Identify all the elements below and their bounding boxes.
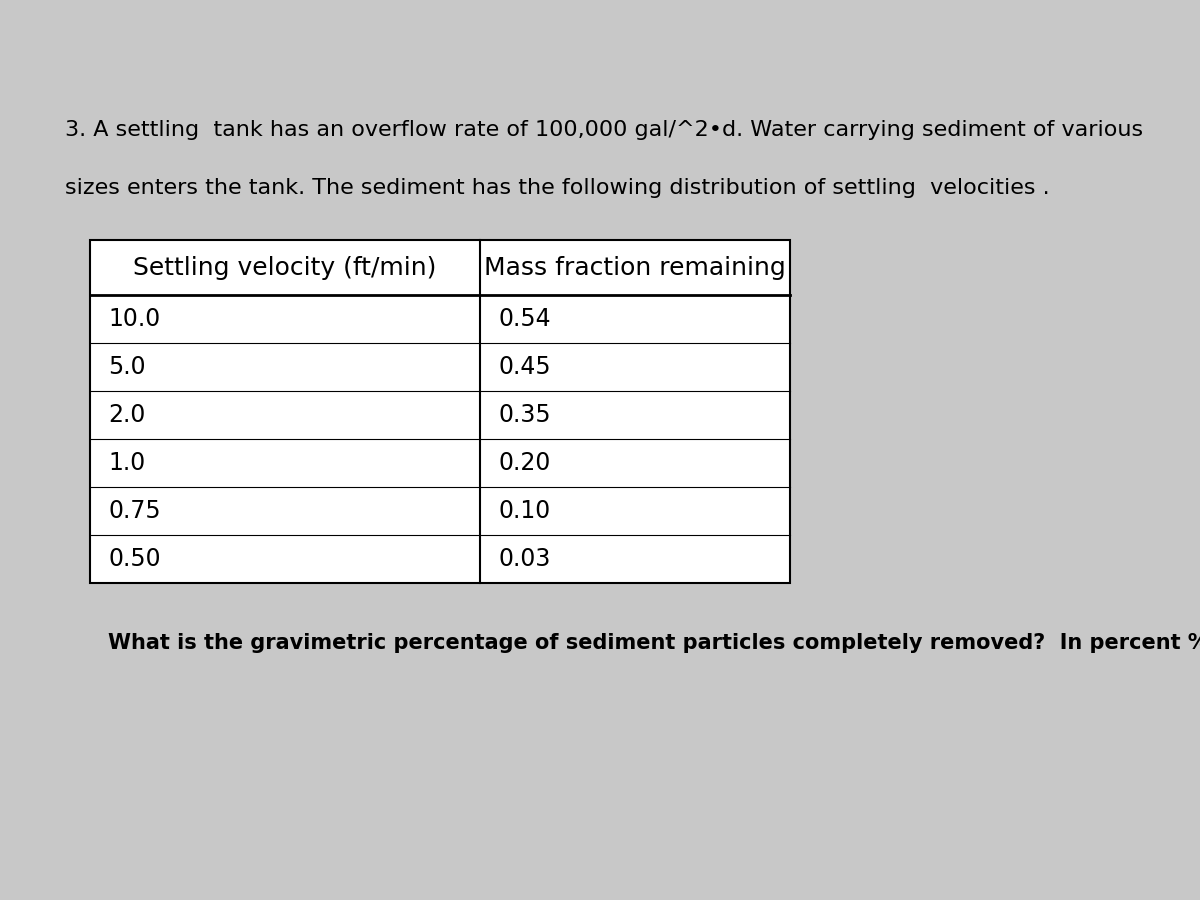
Text: sizes enters the tank. The sediment has the following distribution of settling  : sizes enters the tank. The sediment has … <box>65 178 1050 198</box>
Text: 0.50: 0.50 <box>108 547 161 571</box>
Text: Settling velocity (ft/min): Settling velocity (ft/min) <box>133 256 437 280</box>
Text: 0.75: 0.75 <box>108 499 161 523</box>
Text: 10.0: 10.0 <box>108 307 161 331</box>
Text: 1.0: 1.0 <box>108 451 145 475</box>
Text: 0.45: 0.45 <box>498 355 551 379</box>
Text: Mass fraction remaining: Mass fraction remaining <box>484 256 786 280</box>
Text: What is the gravimetric percentage of sediment particles completely removed?  In: What is the gravimetric percentage of se… <box>108 633 1200 653</box>
Text: 5.0: 5.0 <box>108 355 145 379</box>
Text: 0.03: 0.03 <box>498 547 551 571</box>
Text: 0.20: 0.20 <box>498 451 551 475</box>
Text: 2.0: 2.0 <box>108 403 145 427</box>
Text: 0.10: 0.10 <box>498 499 551 523</box>
Text: 3. A settling  tank has an overflow rate of 100,000 gal/^2•d. Water carrying sed: 3. A settling tank has an overflow rate … <box>65 120 1144 140</box>
Text: 0.35: 0.35 <box>498 403 551 427</box>
Text: 0.54: 0.54 <box>498 307 551 331</box>
Bar <box>90 240 790 583</box>
